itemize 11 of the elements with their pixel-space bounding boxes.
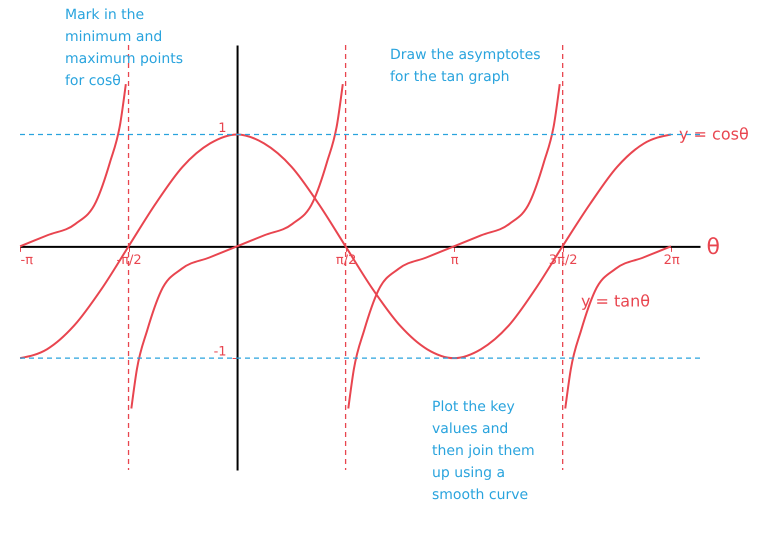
annotation: Draw the asymptotes for the tan graph <box>390 47 541 85</box>
x-tick-label: 2π <box>664 252 680 268</box>
y-tick-label: 1 <box>218 120 227 136</box>
x-axis-title: θ <box>706 234 720 260</box>
series-label: y = tanθ <box>580 291 650 310</box>
x-tick-label: π <box>450 252 459 268</box>
annotation: Mark in the minimum and maximum points for cosθ <box>65 7 183 89</box>
y-tick-label: -1 <box>214 344 227 360</box>
series-label: y = cosθ <box>678 124 749 144</box>
x-tick-label: -π <box>20 252 34 268</box>
annotation: Plot the key values and then join them up using a smooth curve <box>432 399 535 503</box>
